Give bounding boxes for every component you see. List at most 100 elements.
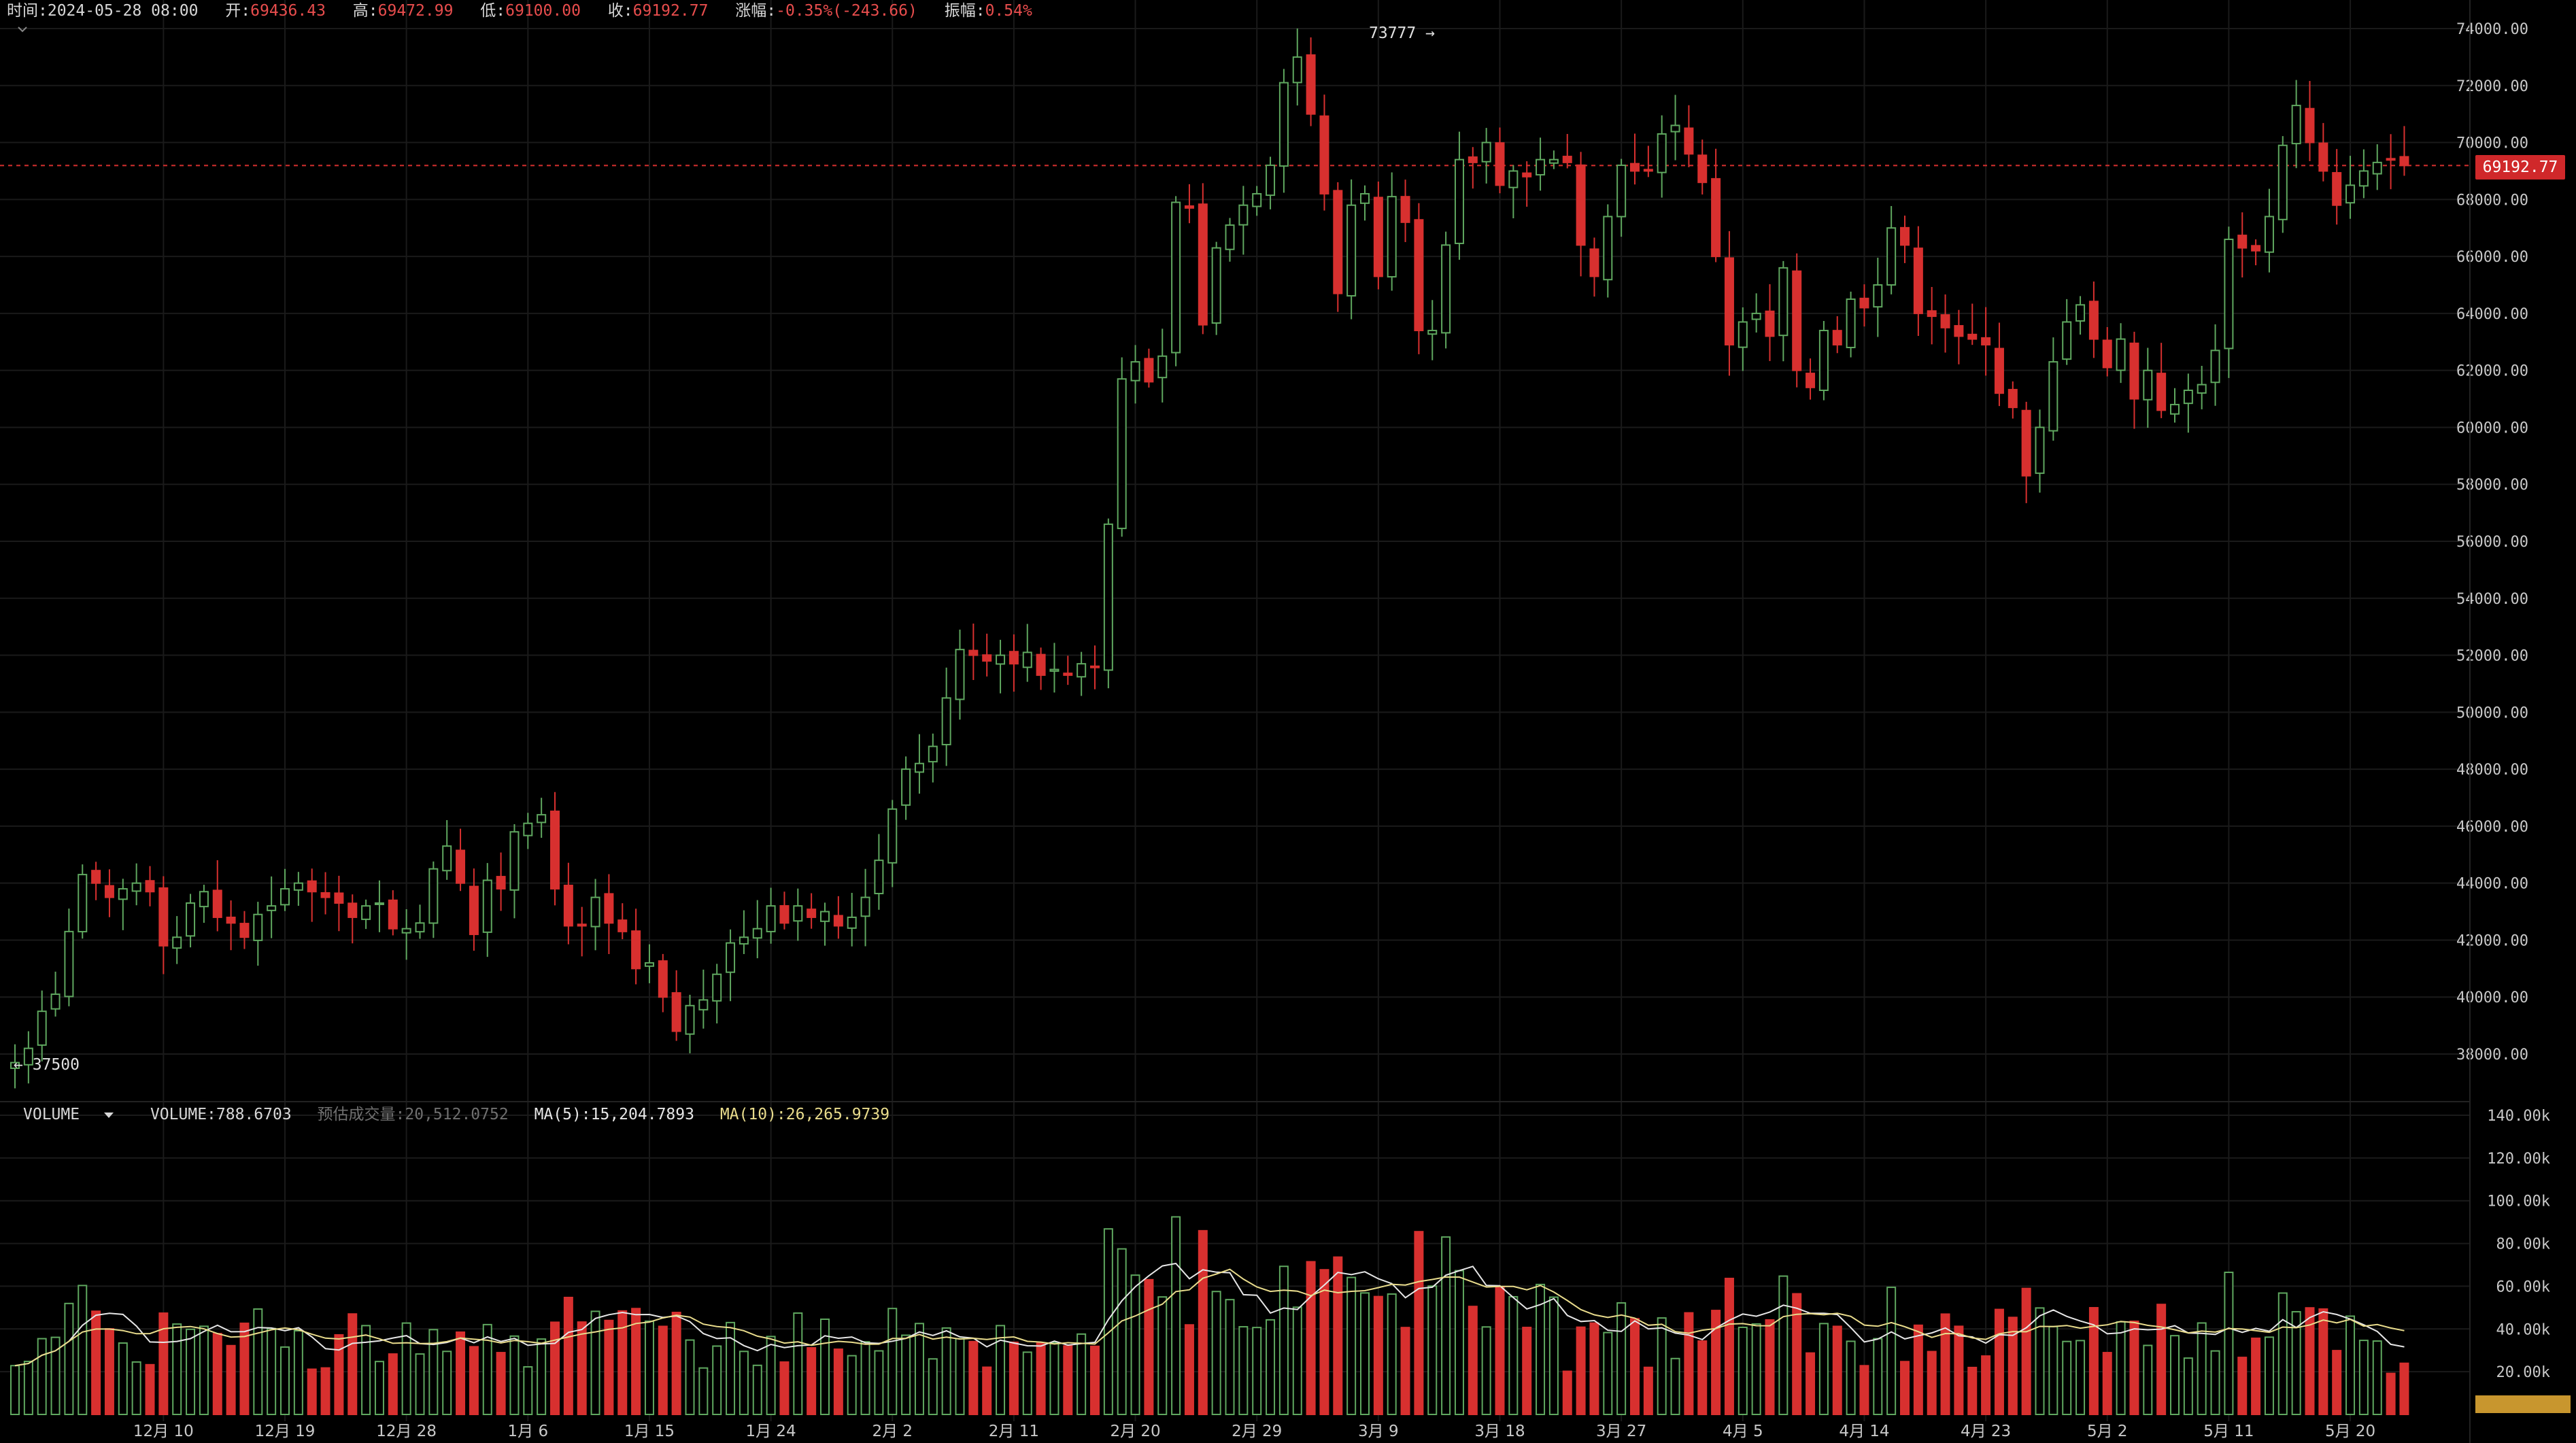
price-tick-label: 48000.00 — [2456, 762, 2528, 779]
volume-indicator-name[interactable]: VOLUME — [23, 1106, 80, 1123]
candle — [158, 876, 169, 974]
candle — [968, 624, 979, 680]
close-value: 69192.77 — [632, 2, 709, 20]
candle — [833, 896, 843, 939]
volume-bar — [186, 1328, 196, 1416]
volume-bar — [239, 1322, 250, 1415]
volume-tick-label: 40.00k — [2496, 1321, 2550, 1338]
volume-bar — [212, 1333, 222, 1416]
candle — [631, 909, 641, 985]
volume-bar — [401, 1322, 411, 1416]
volume-bar — [2007, 1317, 2018, 1416]
volume-bar — [1481, 1326, 1491, 1415]
date-tick-label: 12月 28 — [376, 1423, 437, 1440]
candle — [1724, 231, 1734, 376]
candle — [1954, 309, 1964, 364]
candle — [1616, 158, 1627, 237]
volume-bar — [1806, 1352, 1816, 1415]
chevron-down-icon[interactable] — [18, 26, 27, 33]
volume-bar — [361, 1325, 371, 1416]
volume-bar — [996, 1325, 1006, 1416]
candle — [1806, 358, 1816, 400]
candle — [1927, 286, 1937, 345]
volume-bar — [1306, 1261, 1316, 1416]
candle — [1778, 260, 1789, 362]
date-tick-label: 1月 15 — [624, 1423, 675, 1440]
price-candles — [10, 28, 2409, 1089]
price-tick-label: 68000.00 — [2456, 192, 2528, 209]
candle — [1913, 226, 1923, 336]
volume-bar — [766, 1336, 776, 1416]
volume-bar — [2048, 1325, 2058, 1415]
volume-bar — [1548, 1296, 1559, 1416]
volume-bar — [1697, 1340, 1708, 1415]
volume-bar — [226, 1344, 236, 1415]
volume-bar — [1778, 1275, 1789, 1415]
date-tick-label: 4月 23 — [1961, 1423, 2011, 1440]
candle — [779, 892, 790, 930]
volume-bar — [860, 1341, 870, 1416]
volume-bar — [199, 1325, 209, 1415]
candle — [590, 879, 600, 951]
volume-bar — [2129, 1320, 2139, 1416]
candle — [1832, 316, 1842, 354]
volume-bar — [955, 1338, 965, 1415]
high-value: 69472.99 — [377, 2, 454, 20]
time-value: 2024-05-28 08:00 — [47, 2, 199, 20]
volume-bar — [1886, 1287, 1897, 1416]
price-tick-label: 72000.00 — [2456, 78, 2528, 95]
volume-bar — [334, 1334, 344, 1415]
volume-bar — [1171, 1216, 1181, 1415]
volume-bar — [847, 1355, 857, 1415]
volume-bar — [2237, 1357, 2248, 1416]
candle — [1454, 131, 1464, 260]
close-label: 收: — [607, 2, 633, 20]
candle — [1967, 303, 1978, 345]
candle — [2183, 373, 2193, 433]
candle — [374, 880, 384, 932]
candle — [537, 798, 547, 838]
candle — [253, 902, 263, 966]
volume-tick-label: 80.00k — [2496, 1236, 2550, 1253]
candle — [496, 852, 506, 911]
volume-ma-lines — [14, 1262, 2405, 1367]
candle — [1738, 307, 1748, 371]
volume-bar — [2399, 1362, 2409, 1416]
candle — [415, 904, 425, 939]
candle — [118, 879, 128, 930]
candle — [793, 888, 803, 941]
candle — [1266, 156, 1276, 209]
volume-bar — [10, 1365, 20, 1415]
volume-bar — [1940, 1313, 1950, 1415]
candle — [1765, 284, 1775, 361]
volume-bar — [145, 1363, 155, 1415]
candle — [509, 824, 520, 919]
volume-scroll-handle[interactable] — [2475, 1395, 2571, 1413]
volume-bar — [496, 1352, 506, 1416]
change-value: -0.35%(-243.66) — [776, 2, 917, 20]
candle — [2224, 226, 2234, 378]
volume-bar — [1913, 1324, 1923, 1416]
volume-bar — [1077, 1333, 1087, 1416]
volume-bar — [604, 1319, 614, 1415]
date-tick-label: 2月 2 — [872, 1423, 913, 1440]
candle — [1589, 237, 1599, 297]
candle — [752, 900, 762, 959]
price-tick-label: 38000.00 — [2456, 1047, 2528, 1064]
candle — [1994, 322, 2004, 407]
price-tick-label: 66000.00 — [2456, 249, 2528, 266]
date-tick-label: 12月 10 — [133, 1423, 194, 1440]
volume-bar — [685, 1339, 695, 1416]
volume-bar — [1589, 1322, 1599, 1415]
volume-bar — [1427, 1285, 1438, 1415]
volume-bar — [428, 1329, 439, 1415]
candle — [658, 953, 668, 1013]
candle — [1711, 148, 1721, 262]
volume-bar — [1360, 1292, 1370, 1415]
volume-bar — [1967, 1366, 1978, 1415]
caret-down-icon[interactable] — [104, 1112, 114, 1118]
candle — [293, 872, 303, 906]
volume-bar — [1859, 1365, 1869, 1415]
volume-bar — [2358, 1340, 2369, 1415]
